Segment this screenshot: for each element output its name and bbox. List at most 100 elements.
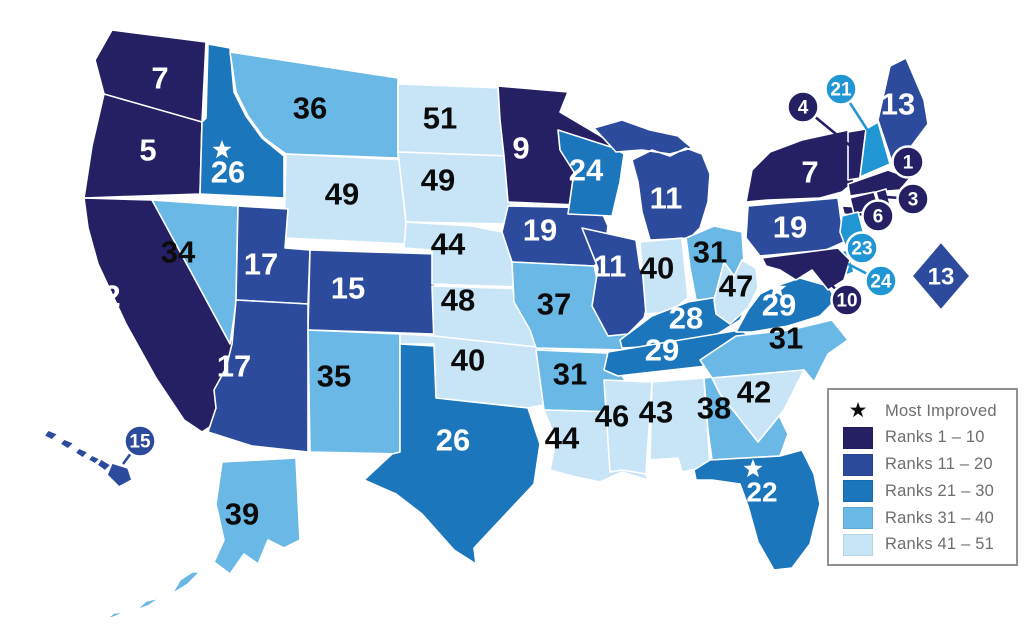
state-rank-label-ar: 31: [553, 357, 587, 392]
state-fl: [693, 449, 821, 571]
state-rank-label-mn: 9: [512, 131, 529, 166]
state-rank-label-wa: 7: [151, 61, 168, 96]
state-ak: [105, 457, 301, 620]
state-rank-label-az: 17: [217, 349, 251, 384]
state-rank-label-ut: 17: [244, 247, 278, 282]
callout-label-de: 24: [870, 272, 892, 293]
state-rank-label-ny: 7: [801, 155, 818, 190]
callout-circle-ma: [891, 145, 925, 179]
legend-label-ranks-31-40: Ranks 31 – 40: [885, 508, 995, 527]
state-dc: [911, 241, 971, 311]
state-rank-label-tn: 29: [645, 333, 679, 368]
legend-most-improved-label: Most Improved: [885, 401, 997, 420]
state-vt: [847, 128, 867, 181]
state-rank-label-mi: 11: [650, 181, 683, 216]
callout-circle-ct: [861, 199, 895, 233]
state-rank-label-ky: 28: [669, 301, 703, 336]
state-rank-label-wv: 47: [719, 269, 753, 304]
state-rank-label-al: 43: [639, 395, 673, 430]
state-wv: [713, 259, 759, 325]
callout-label-ma: 1: [903, 153, 914, 174]
legend-swatch-ranks-1-10: [843, 426, 873, 449]
state-co: [307, 249, 437, 335]
state-rank-label-id: 26: [211, 155, 245, 190]
legend-row-ranks-21-30: Ranks 21 – 30: [843, 478, 1010, 504]
legend-row-most-improved: ★ Most Improved: [843, 398, 1010, 424]
state-rank-label-fl: 22: [746, 477, 777, 508]
legend-row-ranks-31-40: Ranks 31 – 40: [843, 505, 1010, 531]
callout-circle-hi: [123, 424, 157, 458]
most-improved-star-icon: ★: [848, 399, 868, 422]
callout-circle-md: [830, 283, 864, 317]
state-tx: [363, 343, 541, 565]
state-rank-label-wy: 49: [325, 177, 359, 212]
state-sc: [711, 369, 805, 443]
state-md: [761, 247, 851, 291]
legend-row-ranks-41-51: Ranks 41 – 51: [843, 532, 1010, 558]
callout-circle-nh: [824, 72, 858, 106]
state-rank-label-mo: 37: [537, 287, 571, 322]
legend: ★ Most Improved Ranks 1 – 10 Ranks 11 – …: [827, 388, 1018, 566]
state-rank-label-il: 11: [594, 249, 627, 284]
legend-label-ranks-1-10: Ranks 1 – 10: [885, 428, 985, 447]
state-rank-label-nd: 51: [423, 101, 457, 136]
state-rank-label-mt: 36: [293, 91, 327, 126]
legend-swatch-ranks-21-30: [843, 480, 873, 503]
state-rank-label-ga: 38: [697, 391, 731, 426]
state-hi: [43, 429, 133, 488]
state-id: [199, 43, 285, 199]
state-rank-label-sc: 42: [737, 375, 771, 410]
state-rank-label-sd: 49: [421, 163, 455, 198]
state-rank-label-me: 13: [881, 87, 915, 122]
legend-label-ranks-21-30: Ranks 21 – 30: [885, 481, 995, 500]
callout-circle-de: [864, 264, 898, 298]
callout-label-vt: 4: [798, 98, 809, 119]
legend-label-ranks-41-51: Ranks 41 – 51: [885, 535, 995, 554]
callout-label-nh: 21: [830, 80, 852, 101]
callout-circle-nj: [845, 231, 879, 265]
state-il: [581, 227, 651, 337]
state-nh: [859, 121, 891, 178]
state-rank-label-nv: 34: [161, 235, 196, 270]
state-rank-label-nc: 31: [769, 321, 803, 356]
legend-swatch-ranks-31-40: [843, 507, 873, 530]
most-improved-star-icon-va: [767, 279, 787, 298]
state-rank-label-dc: 13: [928, 264, 955, 291]
state-rank-label-co: 15: [331, 271, 365, 306]
state-rank-label-wi: 24: [569, 153, 604, 188]
state-rank-label-ne: 44: [431, 227, 466, 262]
legend-swatch-ranks-11-20: [843, 453, 873, 476]
state-rank-label-ks: 48: [441, 283, 475, 318]
legend-label-ranks-11-20: Ranks 11 – 20: [885, 455, 993, 474]
state-or: [83, 93, 203, 199]
state-ms: [603, 379, 653, 475]
state-rank-label-la: 44: [545, 421, 580, 456]
legend-row-ranks-1-10: Ranks 1 – 10: [843, 425, 1010, 451]
state-rank-label-ca: 2: [103, 279, 120, 314]
state-rank-label-ak: 39: [225, 497, 259, 532]
callout-circle-ri: [896, 182, 930, 216]
state-mi: [593, 119, 711, 241]
state-sd: [397, 151, 515, 225]
legend-swatch-ranks-41-51: [843, 533, 873, 556]
callout-label-ct: 6: [873, 207, 884, 228]
callout-label-hi: 15: [129, 432, 151, 453]
state-rank-label-oh: 31: [693, 235, 727, 270]
callout-circle-vt: [786, 90, 820, 124]
state-rank-label-in: 40: [640, 251, 674, 286]
state-rank-label-nm: 35: [317, 359, 351, 394]
state-rank-label-tx: 26: [436, 423, 470, 458]
callout-label-nj: 23: [851, 239, 872, 260]
most-improved-star-icon-fl: [743, 459, 763, 478]
callout-label-md: 10: [836, 291, 857, 312]
state-rank-label-ms: 46: [595, 399, 629, 434]
state-rank-label-or: 5: [139, 133, 156, 168]
state-rank-label-ok: 40: [451, 343, 485, 378]
callout-label-ri: 3: [908, 190, 919, 211]
state-rank-label-pa: 19: [773, 210, 807, 245]
legend-row-ranks-11-20: Ranks 11 – 20: [843, 452, 1010, 478]
state-rank-label-ia: 19: [523, 213, 557, 248]
most-improved-star-icon-id: [212, 140, 232, 159]
